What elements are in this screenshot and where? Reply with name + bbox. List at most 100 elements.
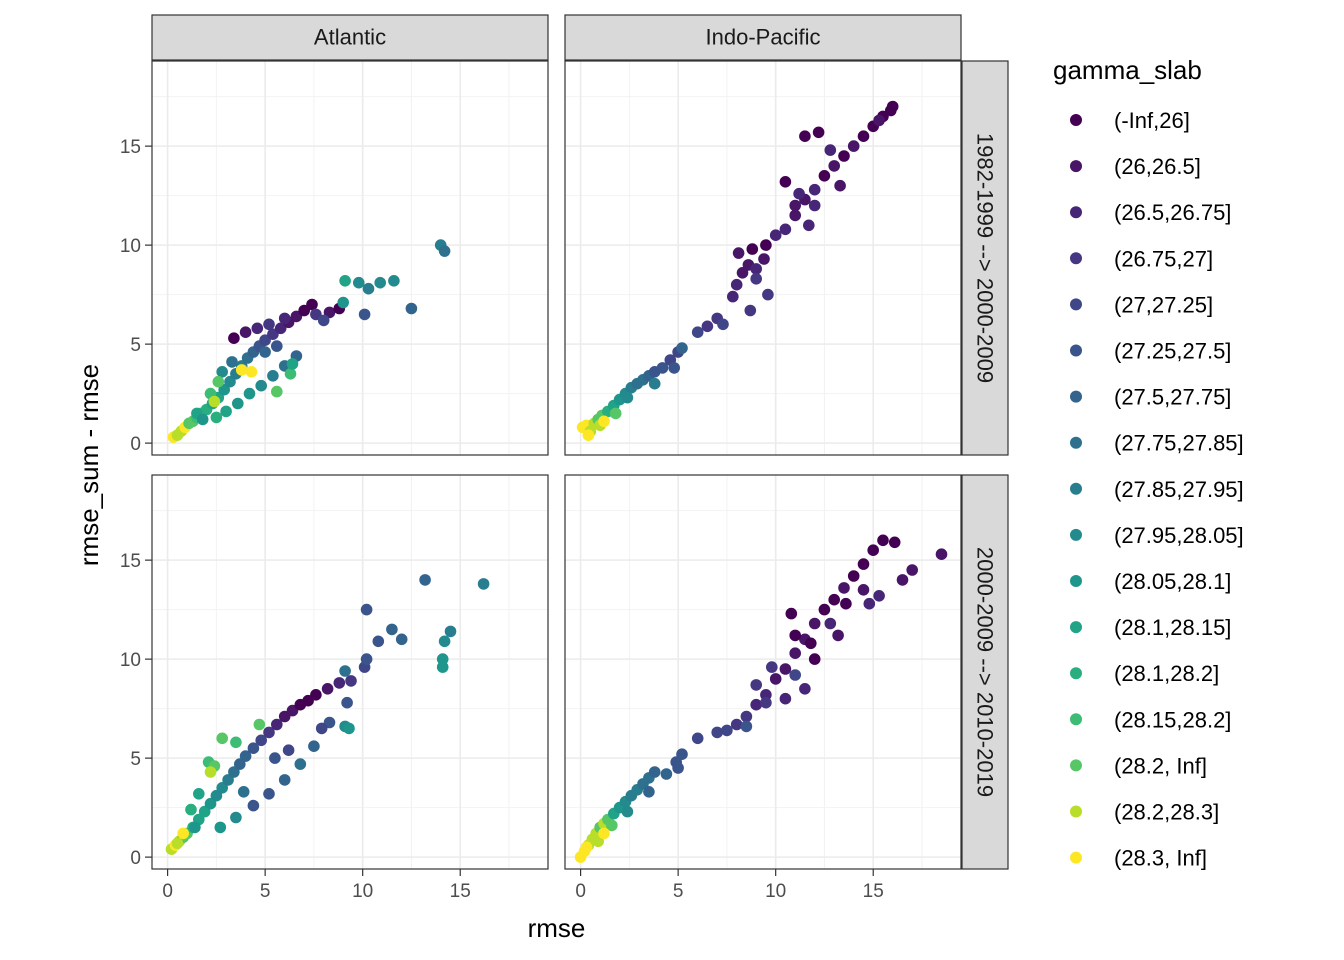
legend-key — [1070, 390, 1082, 403]
data-point — [247, 799, 260, 812]
axis-titles: rmse rmse_sum - rmse — [74, 364, 585, 943]
data-point — [824, 144, 837, 156]
data-point — [269, 752, 281, 764]
data-point — [230, 811, 242, 824]
legend-item: (28.2, Inf] — [1070, 753, 1207, 778]
strip-indo-pacific: Indo-Pacific — [564, 14, 962, 61]
data-point — [224, 375, 236, 388]
data-point — [779, 663, 792, 675]
x-tick-label: 0 — [162, 881, 173, 902]
data-point — [760, 239, 772, 251]
y-tick-label: 10 — [120, 650, 141, 671]
data-point — [419, 574, 431, 586]
data-point — [834, 179, 846, 192]
data-point — [271, 385, 283, 398]
data-point — [360, 653, 373, 665]
legend-key — [1070, 805, 1082, 818]
data-point — [805, 637, 817, 650]
data-point — [656, 362, 669, 374]
points-1-1 — [574, 534, 948, 863]
data-point — [444, 625, 457, 638]
data-point — [818, 170, 831, 182]
legend-label: (28.2,28.3] — [1114, 800, 1219, 825]
data-point — [676, 748, 688, 760]
legend-key — [1070, 759, 1082, 772]
data-point — [691, 326, 704, 339]
legend-key — [1070, 713, 1082, 726]
data-point — [732, 247, 745, 259]
data-point — [477, 578, 490, 590]
data-point — [372, 635, 385, 648]
data-point — [185, 803, 197, 816]
data-point — [668, 362, 680, 374]
strip-atlantic: Atlantic — [151, 14, 549, 61]
data-point — [210, 411, 223, 424]
data-point — [218, 383, 230, 396]
legend-key — [1070, 114, 1082, 126]
data-point — [436, 653, 449, 665]
data-point — [808, 183, 821, 196]
data-point — [263, 788, 275, 800]
legend-key — [1070, 528, 1082, 541]
data-point — [762, 288, 774, 301]
data-point — [230, 736, 242, 749]
x-tick-label: 5 — [673, 881, 684, 902]
data-point — [278, 774, 291, 786]
strip-background — [961, 474, 1009, 870]
legend-key — [1070, 575, 1082, 587]
data-point — [196, 413, 209, 426]
data-point — [388, 275, 400, 287]
data-point — [766, 661, 778, 673]
legend-item: (27.95,28.05] — [1070, 523, 1244, 548]
data-point — [896, 574, 909, 586]
data-point — [267, 370, 279, 382]
data-point — [769, 229, 782, 241]
x-tick-label: 10 — [765, 881, 786, 902]
panel-border — [151, 474, 549, 870]
data-point — [263, 726, 275, 739]
data-point — [294, 758, 307, 770]
data-point — [247, 742, 260, 754]
legend-item: (28.1,28.2] — [1070, 661, 1219, 686]
data-point — [824, 617, 837, 630]
data-point — [374, 276, 387, 289]
legend-item: (26,26.5] — [1070, 154, 1201, 179]
data-point — [216, 366, 228, 378]
data-point — [750, 698, 762, 711]
data-point — [828, 593, 840, 606]
data-point — [643, 786, 655, 798]
data-point — [808, 617, 821, 630]
strip-label: 2000-2009 --> 2010-2019 — [973, 547, 998, 797]
data-point — [208, 395, 221, 408]
y-tick-label: 0 — [130, 848, 141, 869]
legend-key — [1070, 344, 1082, 357]
legend-item: (28.05,28.1] — [1070, 569, 1231, 594]
data-point — [789, 669, 801, 681]
data-point — [793, 187, 805, 200]
legend-label: (27.85,27.95] — [1114, 477, 1244, 502]
legend-label: (27.25,27.5] — [1114, 339, 1231, 364]
data-point — [717, 318, 729, 331]
data-point — [315, 722, 328, 735]
legend-item: (28.3, Inf] — [1070, 846, 1207, 871]
data-point — [691, 732, 704, 745]
data-point — [282, 744, 295, 756]
legend-item: (28.15,28.2] — [1070, 707, 1231, 732]
data-point — [606, 819, 618, 832]
x-axis-title: rmse — [528, 913, 586, 943]
legend-label: (27.75,27.85] — [1114, 431, 1244, 456]
legend-key — [1070, 206, 1082, 219]
data-point — [259, 346, 271, 358]
legend-item: (26.75,27] — [1070, 246, 1213, 271]
data-point — [171, 837, 184, 850]
data-point — [812, 126, 825, 139]
panel-background — [152, 61, 548, 455]
data-point — [239, 750, 252, 762]
data-point — [214, 821, 227, 834]
data-point — [877, 534, 889, 547]
strip-label: 1982-1999 --> 2000-2009 — [973, 133, 998, 383]
legend-label: (27.95,28.05] — [1114, 523, 1244, 548]
legend-key — [1070, 851, 1082, 864]
data-point — [760, 696, 772, 709]
data-point — [220, 405, 232, 418]
